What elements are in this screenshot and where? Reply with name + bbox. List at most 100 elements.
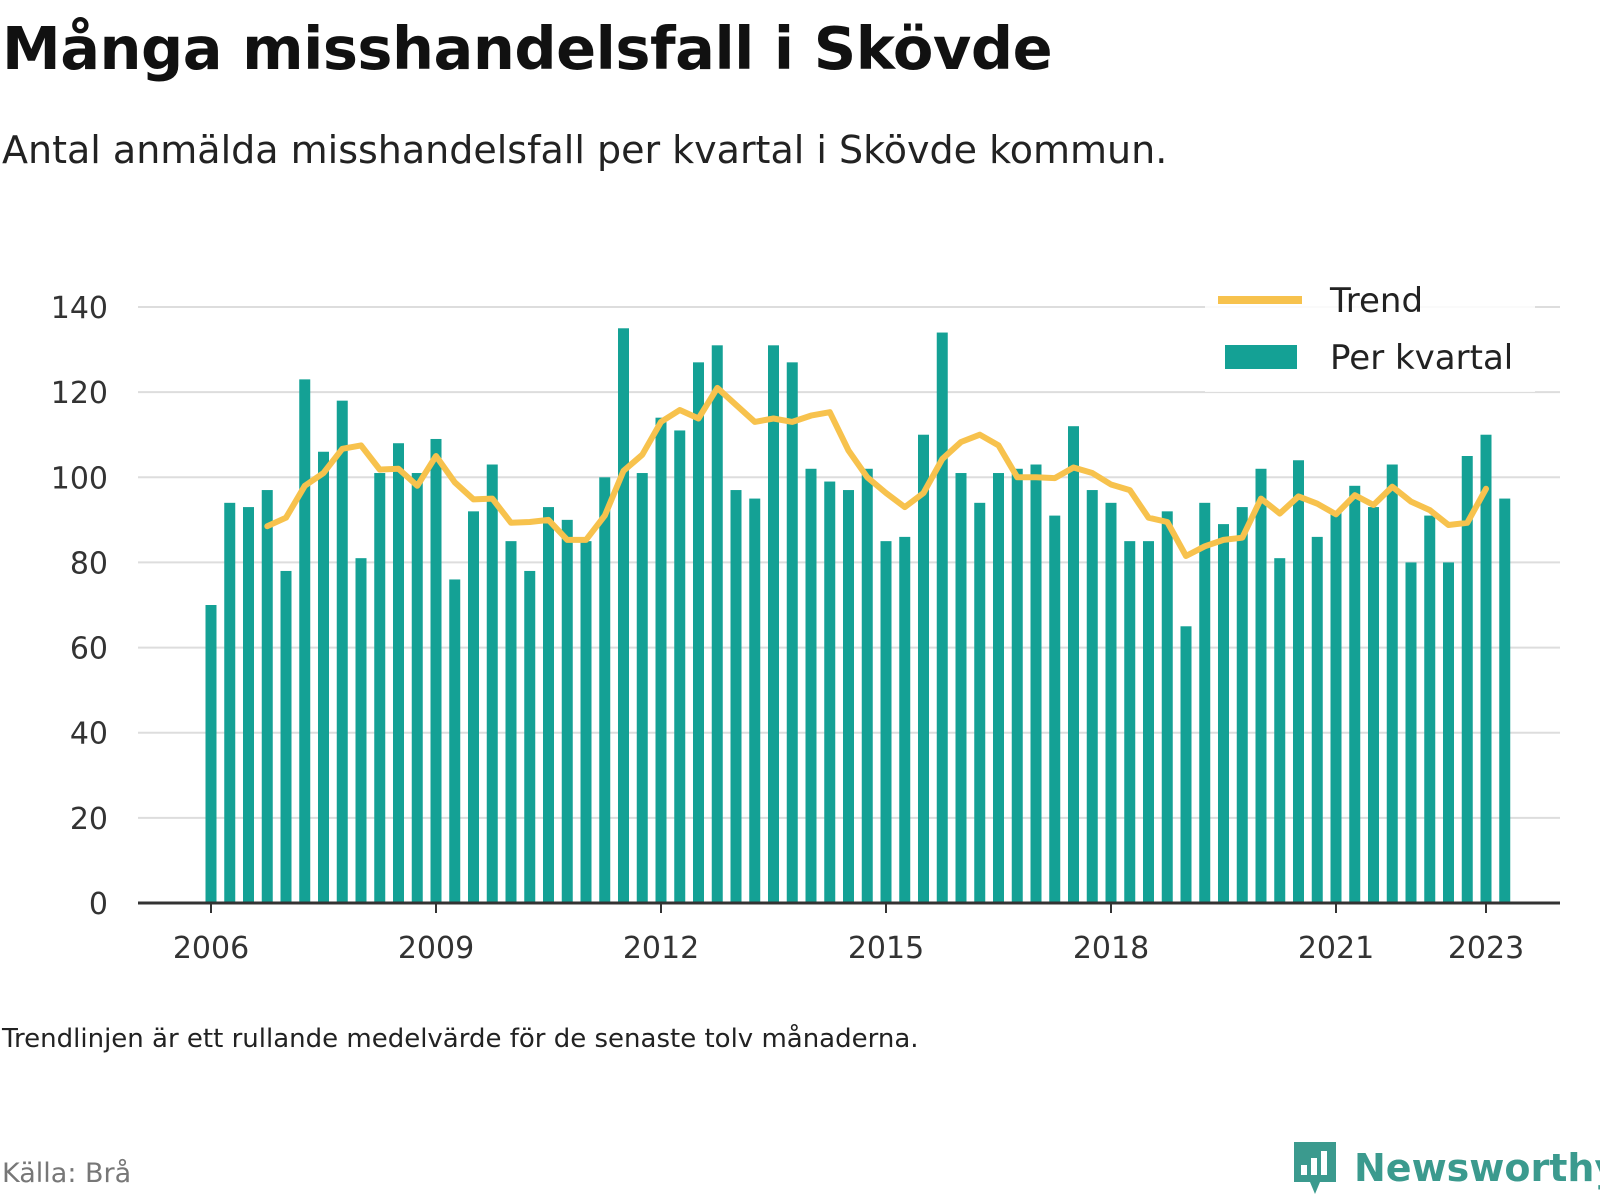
- bar: [1293, 460, 1304, 903]
- y-tick-label: 120: [51, 376, 108, 411]
- y-tick-label: 140: [51, 291, 108, 326]
- legend-background: [1205, 272, 1535, 392]
- bar: [768, 345, 779, 903]
- chart-title: Många misshandelsfall i Skövde: [2, 14, 1053, 83]
- brand-name: Newsworthy: [1354, 1146, 1600, 1190]
- bar: [1218, 524, 1229, 903]
- bar: [1030, 464, 1042, 903]
- bar: [861, 468, 873, 903]
- bar: [1105, 502, 1117, 903]
- bar: [1405, 562, 1417, 903]
- chart-note: Trendlinjen är ett rullande medelvärde f…: [2, 1024, 919, 1054]
- bar: [1161, 511, 1173, 903]
- x-tick-label: 2009: [398, 931, 474, 966]
- bar: [1180, 626, 1192, 903]
- bar: [693, 362, 704, 903]
- bar: [749, 498, 761, 903]
- x-axis-ticks: 2006 2009 2012 2015 2018 2021 2023: [173, 903, 1524, 966]
- bar: [1368, 507, 1379, 903]
- y-axis-ticks: 0 20 40 60 80 100 120 140: [51, 291, 108, 922]
- bar: [411, 473, 423, 903]
- bar: [1049, 515, 1061, 903]
- bar: [580, 541, 592, 903]
- bar: [449, 579, 461, 903]
- bar: [674, 430, 686, 903]
- x-tick-label: 2012: [623, 931, 699, 966]
- y-tick-label: 40: [70, 717, 108, 752]
- bar: [243, 507, 254, 903]
- bar: [1011, 468, 1023, 903]
- bar: [655, 417, 667, 903]
- bar: [1443, 562, 1454, 903]
- bar-series: [205, 328, 1511, 903]
- bar: [1086, 490, 1098, 903]
- bar: [1236, 507, 1248, 903]
- bar: [1199, 502, 1211, 903]
- bar: [318, 451, 329, 903]
- bar: [543, 507, 554, 903]
- bar: [918, 434, 929, 903]
- bar: [1499, 498, 1511, 903]
- brand: Newsworthy: [1290, 1138, 1600, 1198]
- x-tick-label: 2023: [1448, 931, 1524, 966]
- bar: [505, 541, 517, 903]
- trend-line: [264, 384, 1489, 559]
- bar: [936, 332, 948, 903]
- bar: [393, 443, 404, 903]
- source-label: Källa: Brå: [2, 1158, 132, 1189]
- bar: [843, 490, 854, 903]
- legend-bar-swatch: [1225, 345, 1297, 369]
- bar: [824, 481, 836, 903]
- bar: [468, 511, 479, 903]
- bar: [1255, 468, 1267, 903]
- bar: [993, 473, 1004, 903]
- bar: [486, 464, 498, 903]
- bar: [280, 570, 292, 903]
- bar: [355, 558, 367, 903]
- bar: [1311, 536, 1323, 903]
- bar: [261, 490, 273, 903]
- bar: [880, 541, 892, 903]
- bar: [336, 400, 348, 903]
- bar: [1068, 426, 1079, 903]
- bar: [1349, 485, 1361, 903]
- bar: [374, 473, 386, 903]
- chart-subtitle: Antal anmälda misshandelsfall per kvarta…: [2, 128, 1168, 172]
- bar: [205, 605, 217, 903]
- x-tick-label: 2018: [1073, 931, 1149, 966]
- bar: [1461, 456, 1473, 903]
- bar: [805, 468, 817, 903]
- bar: [974, 502, 986, 903]
- x-tick-label: 2021: [1298, 931, 1374, 966]
- bar: [711, 345, 723, 903]
- bar: [299, 379, 311, 903]
- legend: Trend Per kvartal: [1205, 272, 1535, 392]
- newsworthy-logo-icon: [1294, 1142, 1336, 1194]
- bar: [1143, 541, 1154, 903]
- bar: [561, 519, 573, 903]
- legend-trend-label: Trend: [1329, 281, 1423, 321]
- bar: [955, 473, 967, 903]
- y-tick-label: 80: [70, 546, 108, 581]
- bar: [730, 490, 742, 903]
- y-tick-label: 60: [70, 632, 108, 667]
- x-tick-label: 2015: [848, 931, 924, 966]
- y-tick-label: 100: [51, 461, 108, 496]
- x-tick-label: 2006: [173, 931, 249, 966]
- bar: [1424, 515, 1436, 903]
- legend-bar-label: Per kvartal: [1330, 338, 1513, 378]
- bar: [224, 502, 236, 903]
- bar: [899, 536, 911, 903]
- bar: [636, 473, 648, 903]
- bar: [1480, 434, 1492, 903]
- bar: [430, 438, 442, 903]
- bar: [1274, 558, 1286, 903]
- bar: [786, 362, 798, 903]
- bar: [1386, 464, 1398, 903]
- bar: [618, 328, 629, 903]
- bar: [599, 477, 611, 903]
- y-tick-label: 0: [89, 887, 108, 922]
- bar: [524, 570, 536, 903]
- bar: [1124, 541, 1136, 903]
